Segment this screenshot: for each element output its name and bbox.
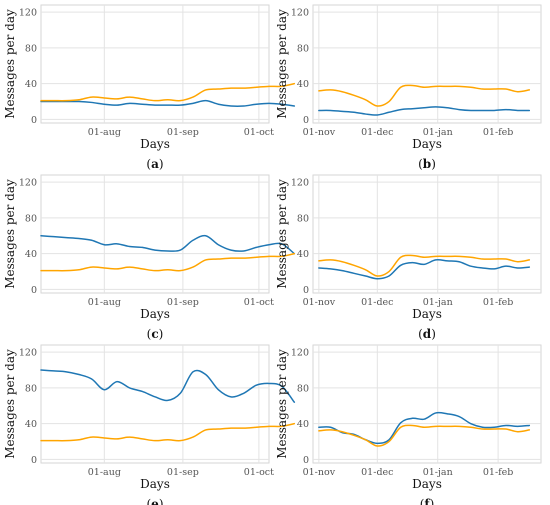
x-tick-label: 01-jan <box>423 127 453 138</box>
panel-label: (d) <box>418 327 436 341</box>
y-tick-label: 120 <box>291 348 309 359</box>
series-line-1 <box>318 259 531 280</box>
x-tick-label: 01-oct <box>244 127 274 138</box>
panel-f: 0 40 80 120 01-nov 01-dec 01-jan 01-feb Messages… <box>275 344 542 505</box>
y-tick-label: 0 <box>303 455 309 466</box>
x-tick-label: 01-nov <box>303 467 336 478</box>
x-tick-label: 01-jan <box>423 297 453 308</box>
y-tick-label: 80 <box>297 213 309 224</box>
x-tick-label: 01-aug <box>88 467 121 478</box>
x-tick-label: 01-dec <box>361 297 393 308</box>
series-line-1 <box>318 106 531 116</box>
y-axis-label: Messages per day <box>3 9 17 119</box>
y-axis-label: Messages per day <box>3 179 17 289</box>
panel-label: (c) <box>147 327 164 341</box>
x-axis-label: Days <box>412 137 442 151</box>
x-tick-label: 01-feb <box>483 297 514 308</box>
x-tick-label: 01-nov <box>303 297 336 308</box>
x-axis-label: Days <box>140 307 170 321</box>
x-tick-label: 01-oct <box>244 297 274 308</box>
y-tick-label: 80 <box>25 383 37 394</box>
x-tick-label: 01-sep <box>167 297 199 308</box>
y-tick-label: 0 <box>303 285 309 296</box>
series-line-1 <box>40 234 296 255</box>
series-line-1 <box>40 369 296 403</box>
x-axis-label: Days <box>412 307 442 321</box>
y-axis-label: Messages per day <box>275 9 289 119</box>
x-tick-label: 01-jan <box>423 467 453 478</box>
y-axis-label: Messages per day <box>275 179 289 289</box>
x-tick-label: 01-dec <box>361 467 393 478</box>
plot-frame <box>40 174 270 294</box>
series-line-1 <box>40 99 296 107</box>
series-line-2 <box>318 254 531 277</box>
y-axis-label: Messages per day <box>275 349 289 459</box>
plot-frame <box>312 174 542 294</box>
panel-label: (f) <box>420 497 435 505</box>
x-axis-label: Days <box>140 477 170 491</box>
y-tick-label: 120 <box>19 348 37 359</box>
series-line-2 <box>40 422 296 442</box>
panel-label: (a) <box>146 157 163 171</box>
y-tick-label: 40 <box>25 419 37 430</box>
x-axis-label: Days <box>412 477 442 491</box>
y-tick-label: 80 <box>297 43 309 54</box>
y-tick-label: 40 <box>297 79 309 90</box>
x-tick-label: 01-sep <box>167 467 199 478</box>
panel-label: (e) <box>146 497 163 505</box>
plot-frame <box>40 344 270 464</box>
series-line-2 <box>318 424 531 447</box>
y-tick-label: 0 <box>31 115 37 126</box>
y-tick-label: 120 <box>291 178 309 189</box>
y-tick-label: 120 <box>291 8 309 19</box>
y-tick-label: 80 <box>25 213 37 224</box>
plot-frame <box>312 4 542 124</box>
y-tick-label: 40 <box>297 419 309 430</box>
x-tick-label: 01-sep <box>167 127 199 138</box>
x-axis-label: Days <box>140 137 170 151</box>
plot-frame <box>40 4 270 124</box>
x-tick-label: 01-aug <box>88 297 121 308</box>
x-tick-label: 01-feb <box>483 127 514 138</box>
y-axis-label: Messages per day <box>3 349 17 459</box>
x-tick-label: 01-dec <box>361 127 393 138</box>
series-line-2 <box>40 82 296 102</box>
x-tick-label: 01-feb <box>483 467 514 478</box>
panel-d: 0 40 80 120 01-nov 01-dec 01-jan 01-feb Messages… <box>275 174 542 341</box>
plot-frame <box>312 344 542 464</box>
series-line-1 <box>318 411 531 445</box>
y-tick-label: 120 <box>19 8 37 19</box>
panel-label: (b) <box>418 157 436 171</box>
x-tick-label: 01-aug <box>88 127 121 138</box>
y-tick-label: 0 <box>31 285 37 296</box>
y-tick-label: 40 <box>25 249 37 260</box>
y-tick-label: 40 <box>25 79 37 90</box>
y-tick-label: 0 <box>31 455 37 466</box>
x-tick-label: 01-oct <box>244 467 274 478</box>
y-tick-label: 80 <box>297 383 309 394</box>
y-tick-label: 120 <box>19 178 37 189</box>
series-line-2 <box>40 252 296 272</box>
panel-b: 0 40 80 120 01-nov 01-dec 01-jan 01-feb Messages… <box>275 4 542 171</box>
y-tick-label: 40 <box>297 249 309 260</box>
series-line-2 <box>318 84 531 107</box>
x-tick-label: 01-nov <box>303 127 336 138</box>
y-tick-label: 0 <box>303 115 309 126</box>
y-tick-label: 80 <box>25 43 37 54</box>
